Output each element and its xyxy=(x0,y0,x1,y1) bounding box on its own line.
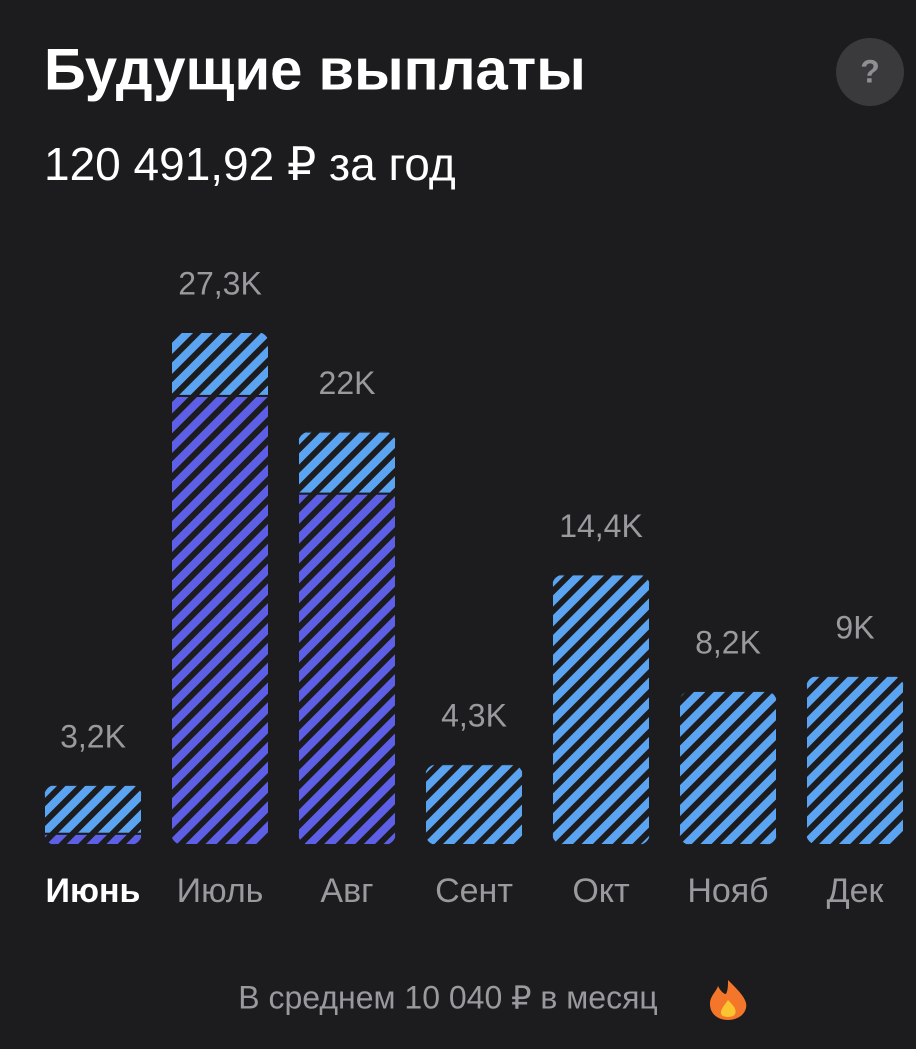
value-label: 14,4K xyxy=(559,508,643,544)
bar-group xyxy=(806,675,904,846)
bar-group xyxy=(298,431,396,845)
bar-segment xyxy=(298,431,396,495)
fire-icon xyxy=(710,980,747,1020)
bar-group xyxy=(44,784,142,845)
bar-segment xyxy=(298,492,396,845)
subtitle: 120 491,92 ₽ за год xyxy=(44,138,456,190)
bar-segment xyxy=(425,764,523,846)
help-circle[interactable] xyxy=(836,38,904,106)
bar-group xyxy=(425,764,523,846)
bar-segment xyxy=(679,690,777,846)
value-label: 3,2K xyxy=(60,718,126,754)
bar-segment xyxy=(552,574,650,846)
help-button[interactable]: ? xyxy=(836,38,904,106)
fire-inner xyxy=(720,1000,736,1017)
bar-group xyxy=(679,690,777,846)
month-label: Дек xyxy=(827,872,885,910)
month-label: Окт xyxy=(572,872,629,910)
value-label: 22K xyxy=(319,365,376,401)
month-label: Сент xyxy=(435,872,513,910)
footer-text: В среднем 10 040 ₽ в месяц xyxy=(238,979,658,1015)
bar-segment xyxy=(171,332,269,397)
help-icon[interactable]: ? xyxy=(860,53,880,89)
bar-segment xyxy=(806,675,904,846)
value-label: 4,3K xyxy=(441,698,507,734)
bar-segment xyxy=(171,394,269,845)
value-label: 8,2K xyxy=(695,624,761,660)
month-label: Нояб xyxy=(687,872,768,910)
bar-group xyxy=(171,332,269,845)
month-label: Июль xyxy=(177,872,264,910)
bar-segment xyxy=(44,784,142,835)
month-label: Июнь xyxy=(46,872,141,910)
value-label: 27,3K xyxy=(178,265,262,301)
fire-outer xyxy=(710,980,747,1020)
bar-group xyxy=(552,574,650,846)
month-label: Авг xyxy=(320,872,373,910)
bar-segment xyxy=(44,832,142,845)
value-label: 9K xyxy=(835,609,874,645)
title: Будущие выплаты xyxy=(44,37,586,102)
